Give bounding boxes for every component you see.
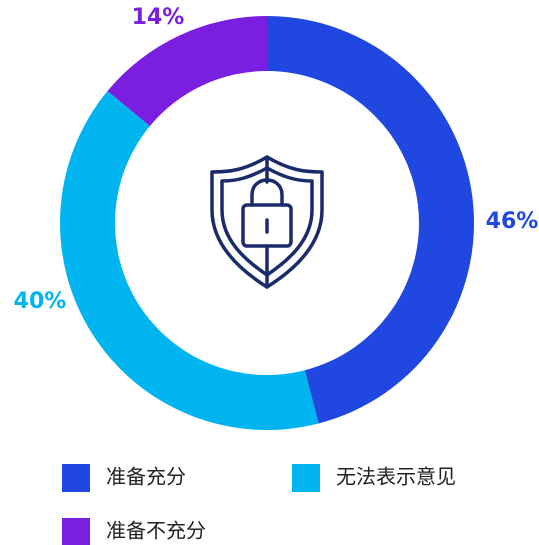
pie-segment xyxy=(267,16,474,424)
shield-icon xyxy=(210,155,324,289)
value-label: 14% xyxy=(132,5,185,30)
legend-label: 准备充分 xyxy=(106,465,186,489)
pie-segment xyxy=(107,16,268,127)
legend-swatch xyxy=(292,464,320,492)
legend-label: 准备不充分 xyxy=(106,519,206,543)
value-label: 40% xyxy=(14,289,67,314)
legend-label: 无法表示意见 xyxy=(336,465,456,489)
legend-swatch xyxy=(62,464,90,492)
legend-swatch xyxy=(62,518,90,545)
value-label: 46% xyxy=(486,209,539,234)
pie-segment xyxy=(60,91,319,430)
